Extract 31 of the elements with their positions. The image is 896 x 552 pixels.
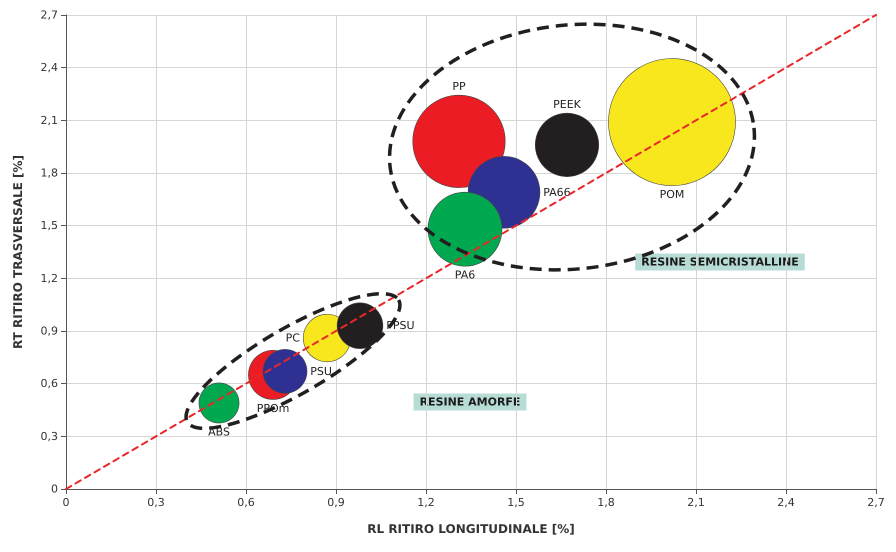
y-axis-title: RT RITIRO TRASVERSALE [%]: [11, 154, 25, 350]
x-tick-label: 2,1: [687, 496, 705, 509]
y-tick-label: 0,9: [40, 324, 58, 338]
series-label: PSU: [310, 364, 332, 378]
series-label: PP: [452, 80, 466, 93]
y-tick-label: 0,6: [40, 377, 58, 390]
x-tick-label: 0,3: [147, 496, 165, 509]
series-label: PA6: [454, 268, 476, 282]
series-label: PEEK: [553, 98, 582, 111]
x-tick-label: 0,9: [327, 496, 345, 509]
y-tick-label: 2,4: [40, 61, 58, 74]
x-axis-title: RL RITIRO LONGITUDINALE [%]: [367, 522, 575, 536]
x-tick-label: 2,4: [777, 496, 795, 509]
y-tick-label: 1,8: [40, 166, 58, 180]
series-label: PC: [286, 332, 300, 345]
x-tick-label: 1,8: [597, 496, 615, 509]
series-label: POM: [660, 188, 684, 201]
y-tick-label: 2,1: [40, 114, 58, 127]
x-tick-label: 1,2: [417, 496, 435, 509]
y-tick-label: 1,5: [40, 219, 58, 232]
x-tick-label: 0,6: [237, 496, 255, 509]
annotation: RESINE SEMICRISTALLINE: [641, 256, 799, 268]
x-tick-label: 2,7: [867, 496, 885, 509]
series-label: PA66: [543, 186, 571, 199]
y-tick-label: 1,2: [40, 272, 58, 285]
y-tick-label: 0: [51, 482, 58, 496]
y-tick-label: 2,7: [40, 8, 58, 22]
x-tick-label: 0: [62, 496, 70, 509]
y-tick-label: 0,3: [40, 430, 58, 443]
x-tick-label: 1,5: [507, 496, 525, 509]
annotation: RESINE AMORFE: [420, 396, 520, 408]
